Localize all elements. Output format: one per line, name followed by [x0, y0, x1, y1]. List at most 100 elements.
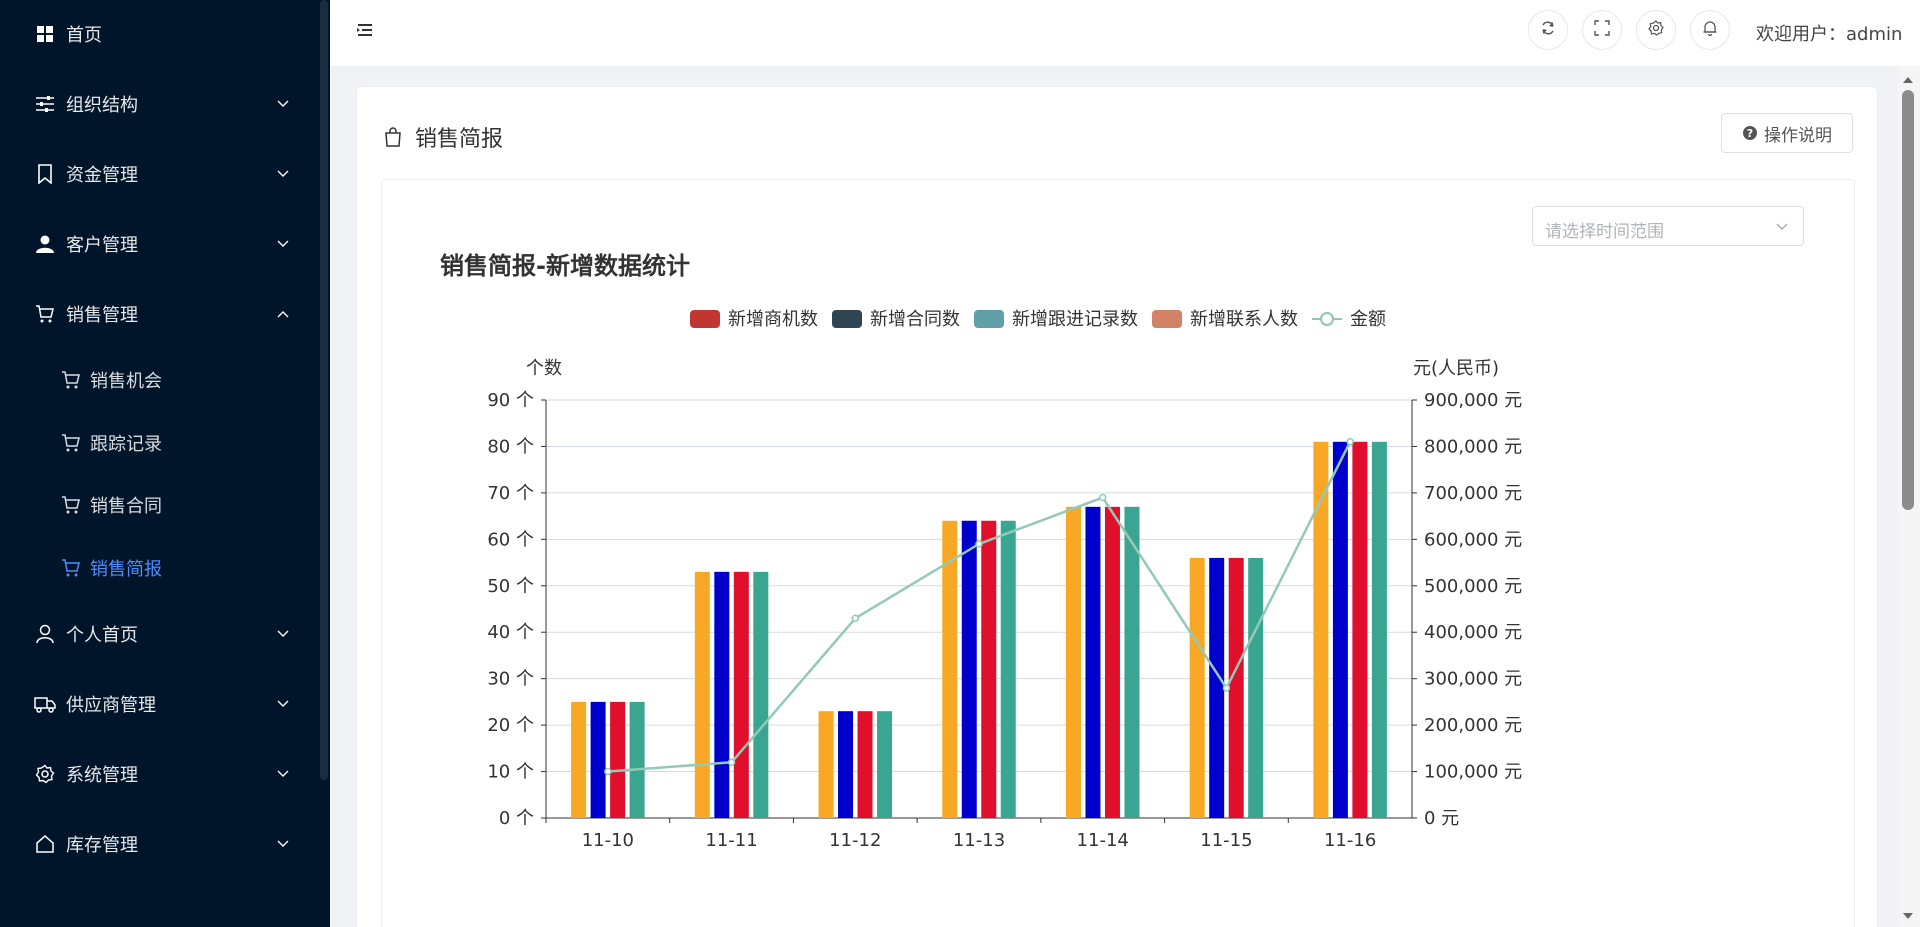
- page-title: 销售简报: [383, 121, 503, 153]
- home-icon: [34, 833, 56, 855]
- sidebar-subitem-contracts[interactable]: 销售合同: [0, 477, 320, 533]
- chart-panel: 请选择时间范围 销售简报-新增数据统计 新增商机数 新增合同数 新增跟进记录数 新增联…: [381, 179, 1855, 927]
- bar: [1371, 441, 1387, 818]
- sidebar-scrollbar[interactable]: [320, 0, 328, 780]
- menu-fold-icon[interactable]: [356, 22, 376, 42]
- sidebar-item-label: 个人首页: [66, 625, 138, 646]
- y-tick-right: 400,000 元: [1424, 622, 1522, 643]
- chart-title: 销售简报-新增数据统计: [440, 252, 690, 280]
- sidebar-item-label: 供应商管理: [66, 695, 156, 716]
- date-range-select[interactable]: 请选择时间范围: [1532, 206, 1804, 246]
- sidebar-subitem-tracking[interactable]: 跟踪记录: [0, 415, 320, 471]
- page-title-text: 销售简报: [415, 127, 504, 152]
- chevron-down-icon: [276, 97, 290, 111]
- sidebar-item-org[interactable]: 组织结构: [0, 76, 320, 132]
- chevron-down-icon: [276, 167, 290, 181]
- bar: [610, 701, 626, 818]
- x-tick-label: 11-14: [1077, 830, 1129, 851]
- help-button-label: 操作说明: [1764, 125, 1832, 146]
- x-tick-label: 11-11: [705, 830, 757, 851]
- scroll-down-icon[interactable]: [1902, 906, 1914, 919]
- line-point: [604, 767, 612, 776]
- scrollbar-thumb[interactable]: [1902, 90, 1914, 510]
- bar: [1085, 506, 1101, 818]
- bar: [838, 711, 854, 818]
- sidebar-item-customers[interactable]: 客户管理: [0, 216, 320, 272]
- bar: [714, 571, 730, 818]
- bar: [1189, 557, 1205, 818]
- user-filled-icon: [34, 233, 56, 255]
- y-tick-right: 500,000 元: [1424, 576, 1522, 597]
- bar: [942, 520, 958, 818]
- x-tick-label: 11-10: [582, 830, 634, 851]
- sidebar-subitem-label: 销售合同: [90, 496, 162, 517]
- legend-label: 新增商机数: [728, 309, 818, 330]
- y-axis-left-label: 个数: [526, 358, 562, 379]
- y-tick-right: 600,000 元: [1424, 529, 1522, 550]
- dashboard-icon: [34, 23, 56, 45]
- sliders-icon: [34, 93, 56, 115]
- sidebar-item-suppliers[interactable]: 供应商管理: [0, 676, 320, 732]
- x-tick-label: 11-12: [829, 830, 881, 851]
- cart-icon: [60, 557, 82, 579]
- sidebar: 首页 组织结构 资金管理 客户管理 销售管理 销售机会 跟踪记录: [0, 0, 330, 927]
- legend-label: 新增跟进记录数: [1012, 309, 1138, 330]
- sidebar-item-funds[interactable]: 资金管理: [0, 146, 320, 202]
- cart-icon: [60, 432, 82, 454]
- bar: [1248, 557, 1264, 818]
- sidebar-item-label: 销售管理: [66, 305, 138, 326]
- sidebar-subitem-opportunities[interactable]: 销售机会: [0, 352, 320, 408]
- bar: [733, 571, 749, 818]
- legend-marker: [1320, 312, 1334, 326]
- x-tick-label: 11-16: [1324, 830, 1376, 851]
- help-button[interactable]: ? 操作说明: [1721, 113, 1853, 153]
- sidebar-subitem-label: 销售机会: [90, 371, 162, 392]
- sidebar-item-inventory[interactable]: 库存管理: [0, 816, 320, 872]
- bar: [1065, 506, 1081, 818]
- y-tick-left: 20 个: [487, 715, 534, 736]
- sidebar-item-label: 库存管理: [66, 835, 138, 856]
- sidebar-subitem-briefing[interactable]: 销售简报: [0, 540, 320, 596]
- sidebar-item-sales[interactable]: 销售管理: [0, 286, 320, 342]
- sidebar-item-personal[interactable]: 个人首页: [0, 606, 320, 662]
- bar: [1352, 441, 1368, 818]
- welcome-text: 欢迎用户：admin: [1756, 24, 1903, 45]
- bar: [1313, 441, 1329, 818]
- legend-swatch: [974, 310, 1004, 328]
- user-icon: [34, 623, 56, 645]
- sidebar-item-label: 客户管理: [66, 235, 138, 256]
- legend-swatch: [1152, 310, 1182, 328]
- bar: [857, 711, 873, 818]
- legend-label: 新增合同数: [870, 309, 960, 330]
- sidebar-subitem-label: 销售简报: [90, 559, 162, 580]
- chevron-down-icon: [276, 767, 290, 781]
- bar: [1104, 506, 1120, 818]
- bar: [753, 571, 769, 818]
- fullscreen-button[interactable]: [1582, 10, 1622, 50]
- truck-icon: [34, 693, 56, 715]
- legend-swatch: [690, 310, 720, 328]
- y-tick-left: 40 个: [487, 622, 534, 643]
- settings-button[interactable]: [1636, 10, 1676, 50]
- scroll-up-icon[interactable]: [1902, 70, 1914, 83]
- refresh-button[interactable]: [1528, 10, 1568, 50]
- bar: [1000, 520, 1016, 818]
- sidebar-item-label: 首页: [66, 25, 102, 46]
- y-tick-right: 300,000 元: [1424, 669, 1522, 690]
- line-point: [1098, 493, 1107, 502]
- bar: [571, 701, 587, 818]
- chevron-up-icon: [276, 307, 290, 321]
- bar: [629, 701, 645, 818]
- sidebar-item-system[interactable]: 系统管理: [0, 746, 320, 802]
- notification-button[interactable]: [1690, 10, 1730, 50]
- line-point: [851, 614, 860, 623]
- bell-icon: [1702, 20, 1718, 40]
- y-axis-right-label: 元(人民币): [1413, 358, 1499, 379]
- y-tick-left: 80 个: [487, 436, 534, 457]
- sidebar-item-home[interactable]: 首页: [0, 6, 320, 62]
- chevron-down-icon: [276, 237, 290, 251]
- bar: [590, 701, 606, 818]
- cart-icon: [34, 303, 56, 325]
- y-tick-right: 100,000 元: [1424, 762, 1522, 783]
